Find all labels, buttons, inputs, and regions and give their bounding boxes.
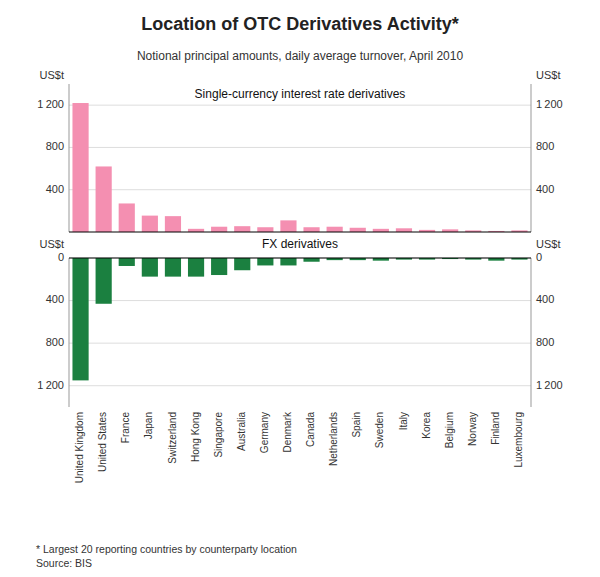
- bar: [234, 226, 250, 232]
- bar: [165, 258, 181, 277]
- bars: [72, 103, 527, 232]
- bar: [96, 258, 112, 304]
- x-tick-label: Netherlands: [328, 412, 339, 466]
- baseline: [69, 232, 531, 233]
- bar: [96, 166, 112, 232]
- y-axis-label: US$t: [40, 69, 64, 81]
- x-tick-label: Singapore: [213, 412, 224, 458]
- y2-tick-label: 400: [536, 293, 554, 305]
- grid-line: [69, 105, 531, 106]
- bar: [234, 258, 250, 270]
- x-tick-label: Japan: [143, 412, 154, 439]
- panel-label: Single-currency interest rate derivative…: [195, 87, 406, 101]
- x-tick-label: France: [120, 412, 131, 444]
- subtitle: Notional principal amounts, daily averag…: [137, 49, 464, 63]
- baseline: [69, 258, 531, 259]
- bar: [142, 258, 158, 277]
- x-tick-label: Sweden: [374, 412, 385, 448]
- x-tick-label: United States: [97, 412, 108, 472]
- y2-tick-label: 1 200: [536, 98, 563, 110]
- y-tick-label: 800: [46, 140, 64, 152]
- bar: [327, 227, 343, 232]
- bar: [350, 228, 366, 232]
- grid-line: [69, 147, 531, 148]
- x-tick-label: United Kingdom: [74, 412, 85, 483]
- y-tick-label: 1 200: [37, 379, 64, 391]
- bar: [280, 258, 296, 265]
- bar: [72, 258, 88, 380]
- y-tick-label: 0: [58, 251, 64, 263]
- bar: [257, 227, 273, 232]
- x-tick-label: Hong Kong: [190, 412, 201, 462]
- y-tick-label: 800: [46, 336, 64, 348]
- bars: [72, 258, 527, 380]
- x-tick-label: Spain: [351, 412, 362, 438]
- x-tick-label: Italy: [398, 412, 409, 430]
- bar: [211, 227, 227, 232]
- title: Location of OTC Derivatives Activity*: [141, 14, 458, 34]
- x-tick-label: Luxembourg: [513, 412, 524, 468]
- y2-axis-line: [531, 84, 532, 232]
- bar: [72, 103, 88, 232]
- y-tick-label: 400: [46, 183, 64, 195]
- y-tick-label: 400: [46, 293, 64, 305]
- x-tick-label: Korea: [421, 412, 432, 439]
- panel: 0 400 800 1 200 0 400 800 1 200 United Kingdom Un…: [37, 237, 562, 483]
- y-axis-line: [69, 84, 70, 232]
- y2-tick-label: 1 200: [536, 379, 563, 391]
- grid-line: [69, 385, 531, 386]
- bar: [396, 228, 412, 232]
- y2-tick-label: 400: [536, 183, 554, 195]
- y2-axis-line: [531, 258, 532, 407]
- y2-tick-label: 800: [536, 140, 554, 152]
- bar: [303, 227, 319, 232]
- x-tick-label: Finland: [490, 412, 501, 445]
- y2-axis-label: US$t: [536, 69, 560, 81]
- y-axis-label: US$t: [40, 238, 64, 250]
- grid-line: [69, 343, 531, 344]
- bar: [280, 220, 296, 232]
- x-tick-label: Norway: [467, 412, 478, 446]
- x-tick-label: Denmark: [282, 411, 293, 453]
- bar: [119, 258, 135, 266]
- grid-line: [69, 189, 531, 190]
- x-tick-label: Belgium: [444, 412, 455, 448]
- y2-tick-label: 0: [536, 251, 542, 263]
- panel: 400 800 1 200 400 800 1 200 US$t US$t Single-cur…: [37, 69, 562, 232]
- y2-tick-label: 800: [536, 336, 554, 348]
- bar: [303, 258, 319, 262]
- y2-axis-label: US$t: [536, 238, 560, 250]
- bar: [188, 258, 204, 277]
- footnote: Source: BIS: [36, 557, 92, 569]
- bar: [211, 258, 227, 275]
- panel-label: FX derivatives: [262, 237, 338, 251]
- y-tick-label: 1 200: [37, 98, 64, 110]
- grid-line: [69, 258, 531, 259]
- bar: [142, 216, 158, 232]
- bar: [119, 203, 135, 232]
- x-tick-label: Australia: [236, 412, 247, 451]
- chart-root: Location of OTC Derivatives Activity* Not…: [0, 0, 600, 577]
- x-tick-label: Switzerland: [167, 412, 178, 464]
- grid-line: [69, 300, 531, 301]
- x-tick-label: Canada: [305, 412, 316, 447]
- x-tick-label: Germany: [259, 412, 270, 453]
- footnote: * Largest 20 reporting countries by coun…: [36, 543, 297, 555]
- y-axis-line: [69, 258, 70, 407]
- bar: [257, 258, 273, 265]
- bar: [165, 216, 181, 232]
